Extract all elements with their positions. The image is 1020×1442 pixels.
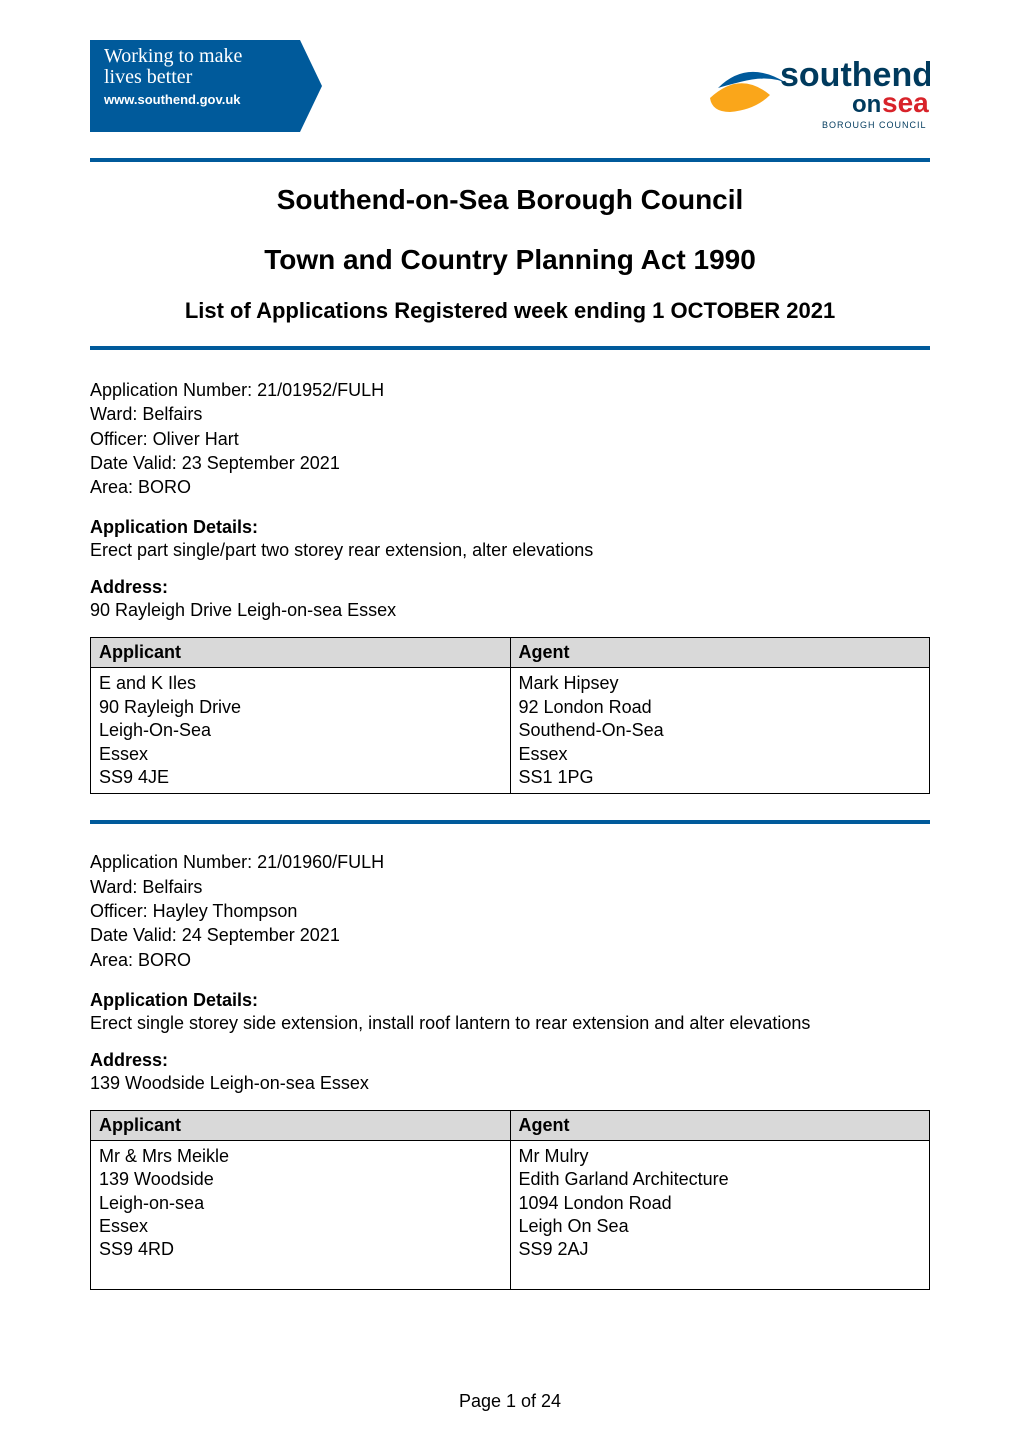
app-ward: Ward: Belfairs: [90, 875, 930, 899]
application-address: Address:139 Woodside Leigh-on-sea Essex: [90, 1050, 930, 1094]
app-date-valid: Date Valid: 24 September 2021: [90, 923, 930, 947]
applicant-line: Leigh-on-sea: [99, 1192, 502, 1215]
agent-line: SS1 1PG: [519, 766, 922, 789]
app-details-label: Application Details:: [90, 517, 930, 538]
application-details: Application Details:Erect single storey …: [90, 990, 930, 1034]
logo-text-on: on: [852, 91, 881, 118]
td-agent: Mr MulryEdith Garland Architecture1094 L…: [510, 1140, 930, 1289]
applications-container: Application Number: 21/01952/FULHWard: B…: [90, 378, 930, 1290]
app-ward: Ward: Belfairs: [90, 402, 930, 426]
application-meta: Application Number: 21/01960/FULHWard: B…: [90, 850, 930, 971]
logo-text-sea: sea: [882, 87, 929, 118]
header-row: Working to make lives better www.southen…: [90, 40, 930, 140]
application-meta: Application Number: 21/01952/FULHWard: B…: [90, 378, 930, 499]
badge-line1: Working to make: [104, 46, 290, 67]
th-agent: Agent: [510, 1110, 930, 1140]
heading-list: List of Applications Registered week end…: [90, 298, 930, 324]
td-applicant: Mr & Mrs Meikle139 WoodsideLeigh-on-seaE…: [91, 1140, 511, 1289]
app-address-label: Address:: [90, 577, 930, 598]
th-agent: Agent: [510, 638, 930, 668]
app-details-text: Erect single storey side extension, inst…: [90, 1013, 930, 1034]
app-address-text: 90 Rayleigh Drive Leigh-on-sea Essex: [90, 600, 930, 621]
logo-text-sub: BOROUGH COUNCIL: [822, 120, 927, 130]
applicant-line: Mr & Mrs Meikle: [99, 1145, 502, 1168]
app-address-text: 139 Woodside Leigh-on-sea Essex: [90, 1073, 930, 1094]
agent-line: Edith Garland Architecture: [519, 1168, 922, 1191]
logo-southend: southend on sea BOROUGH COUNCIL: [700, 40, 930, 140]
agent-line: Southend-On-Sea: [519, 719, 922, 742]
application-block: Application Number: 21/01952/FULHWard: B…: [90, 378, 930, 794]
agent-line: [519, 1262, 922, 1285]
app-number: Application Number: 21/01960/FULH: [90, 850, 930, 874]
agent-line: SS9 2AJ: [519, 1238, 922, 1261]
app-officer: Officer: Hayley Thompson: [90, 899, 930, 923]
application-address: Address:90 Rayleigh Drive Leigh-on-sea E…: [90, 577, 930, 621]
applicant-line: Essex: [99, 743, 502, 766]
agent-line: 92 London Road: [519, 696, 922, 719]
td-applicant: E and K Iles90 Rayleigh DriveLeigh-On-Se…: [91, 668, 511, 794]
application-details: Application Details: Erect part single/p…: [90, 517, 930, 561]
app-address-label: Address:: [90, 1050, 930, 1071]
rule-top: [90, 158, 930, 162]
page-footer: Page 1 of 24: [0, 1391, 1020, 1412]
badge-left: Working to make lives better www.southen…: [90, 40, 300, 132]
rule-under-heading: [90, 346, 930, 350]
app-officer: Officer: Oliver Hart: [90, 427, 930, 451]
app-date-valid: Date Valid: 23 September 2021: [90, 451, 930, 475]
app-number: Application Number: 21/01952/FULH: [90, 378, 930, 402]
applicant-line: 90 Rayleigh Drive: [99, 696, 502, 719]
heading-council: Southend-on-Sea Borough Council: [90, 184, 930, 216]
logo-svg: southend on sea BOROUGH COUNCIL: [700, 40, 930, 140]
th-applicant: Applicant: [91, 1110, 511, 1140]
applicant-line: E and K Iles: [99, 672, 502, 695]
agent-line: Mr Mulry: [519, 1145, 922, 1168]
agent-line: Leigh On Sea: [519, 1215, 922, 1238]
agent-line: 1094 London Road: [519, 1192, 922, 1215]
applicant-line: SS9 4RD: [99, 1238, 502, 1261]
app-details-text: Erect part single/part two storey rear e…: [90, 540, 930, 561]
badge-line2: lives better: [104, 67, 290, 88]
applicant-agent-table: ApplicantAgentMr & Mrs Meikle139 Woodsid…: [90, 1110, 930, 1290]
applicant-agent-table: ApplicantAgentE and K Iles90 Rayleigh Dr…: [90, 637, 930, 794]
applicant-line: SS9 4JE: [99, 766, 502, 789]
page: Working to make lives better www.southen…: [0, 0, 1020, 1442]
rule-between-apps: [90, 820, 930, 824]
app-details-label: Application Details:: [90, 990, 930, 1011]
agent-line: Mark Hipsey: [519, 672, 922, 695]
application-block: Application Number: 21/01960/FULHWard: B…: [90, 850, 930, 1290]
applicant-line: 139 Woodside: [99, 1168, 502, 1191]
heading-act: Town and Country Planning Act 1990: [90, 244, 930, 276]
app-area: Area: BORO: [90, 475, 930, 499]
badge-url: www.southend.gov.uk: [104, 92, 290, 107]
applicant-line: Essex: [99, 1215, 502, 1238]
td-agent: Mark Hipsey92 London RoadSouthend-On-Sea…: [510, 668, 930, 794]
applicant-line: Leigh-On-Sea: [99, 719, 502, 742]
agent-line: Essex: [519, 743, 922, 766]
app-area: Area: BORO: [90, 948, 930, 972]
th-applicant: Applicant: [91, 638, 511, 668]
